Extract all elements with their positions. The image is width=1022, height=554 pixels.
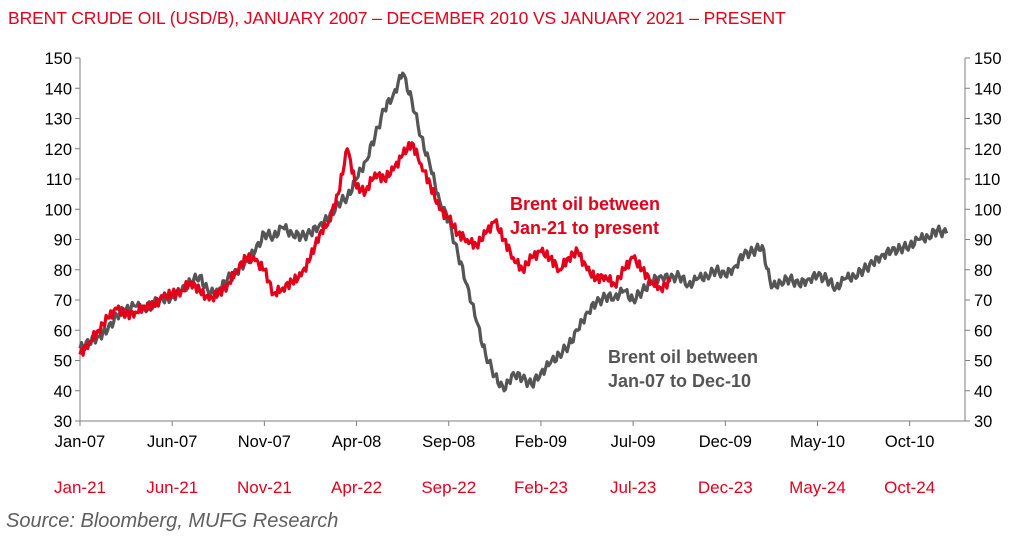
y-tick-label-right: 140: [974, 80, 1002, 98]
x-tick-label-secondary: Dec-23: [698, 478, 753, 497]
y-tick-label-left: 50: [54, 353, 72, 371]
y-tick-label-right: 110: [974, 171, 1000, 189]
annotation-2021-present: Brent oil between: [510, 194, 660, 214]
x-tick-label-secondary: Nov-21: [237, 478, 292, 497]
y-tick-label-right: 50: [974, 353, 992, 371]
series-line-2007-2010: [78, 71, 949, 393]
x-tick-label-primary: Sep-08: [422, 433, 475, 451]
x-tick-label-secondary: Sep-22: [421, 478, 476, 497]
y-tick-label-left: 30: [54, 413, 72, 431]
x-tick-label-primary: Dec-09: [699, 433, 752, 451]
x-tick-label-secondary: Feb-23: [514, 478, 568, 497]
x-tick-label-primary: Jul-09: [611, 433, 656, 451]
x-tick-label-primary: Apr-08: [332, 433, 382, 451]
x-tick-label-secondary: May-24: [789, 478, 846, 497]
x-tick-label-secondary: Jul-23: [610, 478, 656, 497]
x-tick-label-secondary: Oct-24: [884, 478, 935, 497]
x-tick-label-primary: Jun-07: [147, 433, 197, 451]
y-tick-label-left: 70: [54, 292, 72, 310]
x-tick-label-primary: Oct-10: [885, 433, 935, 451]
y-tick-label-right: 130: [974, 111, 1002, 129]
y-tick-label-right: 30: [974, 413, 992, 431]
annotations: Brent oil between Jan-21 to present Brent …: [510, 194, 758, 391]
series-lines: [78, 71, 949, 393]
y-tick-label-right: 40: [974, 383, 992, 401]
x-tick-label-primary: Jan-07: [55, 433, 105, 451]
x-tick-label-primary: Feb-09: [515, 433, 567, 451]
tick-labels: 30 30 40 40 50 50 60 60 70 70 80 80 90 90 100 100 110 110…: [44, 50, 1001, 497]
y-tick-label-left: 130: [44, 111, 72, 129]
x-tick-label-secondary: Jun-21: [146, 478, 198, 497]
y-tick-label-right: 60: [974, 322, 992, 340]
y-tick-label-left: 60: [54, 322, 72, 340]
y-tick-label-right: 120: [974, 141, 1002, 159]
annotation-2007-2010: Brent oil between: [608, 347, 758, 367]
y-tick-label-left: 40: [54, 383, 72, 401]
source-note: Source: Bloomberg, MUFG Research: [6, 510, 339, 532]
chart-title: BRENT CRUDE OIL (USD/B), JANUARY 2007 – …: [8, 8, 786, 28]
y-tick-label-right: 80: [974, 262, 992, 280]
axes: [75, 57, 970, 426]
y-tick-label-left: 150: [44, 50, 72, 68]
annotation-2007-2010: Jan-07 to Dec-10: [608, 371, 751, 391]
x-tick-label-primary: May-10: [790, 433, 845, 451]
y-tick-label-left: 110: [46, 171, 72, 189]
y-tick-label-right: 100: [974, 201, 1002, 219]
y-tick-label-right: 90: [974, 232, 992, 250]
annotation-2021-present: Jan-21 to present: [510, 218, 659, 238]
x-tick-label-secondary: Apr-22: [331, 478, 382, 497]
y-tick-label-right: 70: [974, 292, 992, 310]
y-tick-label-left: 120: [44, 141, 72, 159]
y-tick-label-left: 100: [44, 201, 72, 219]
series-line-2021-present: [78, 141, 672, 357]
y-tick-label-left: 140: [44, 80, 72, 98]
x-tick-label-primary: Nov-07: [238, 433, 291, 451]
y-tick-label-left: 90: [54, 232, 72, 250]
y-tick-label-right: 150: [974, 50, 1002, 68]
x-tick-label-secondary: Jan-21: [54, 478, 106, 497]
y-tick-label-left: 80: [54, 262, 72, 280]
